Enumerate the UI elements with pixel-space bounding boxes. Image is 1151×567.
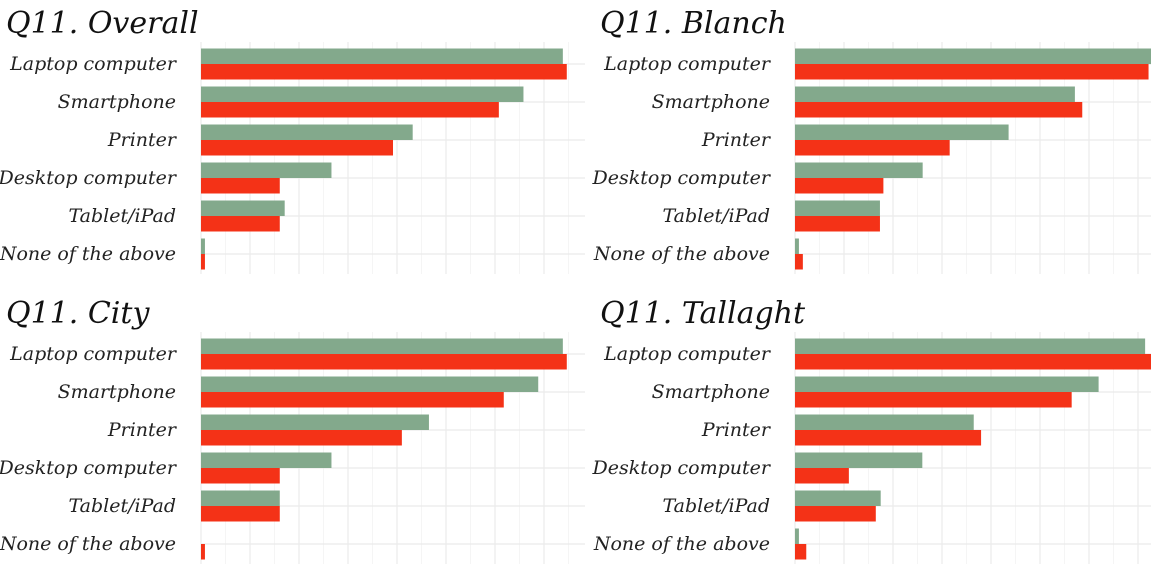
bar-series-a [795,162,923,178]
category-label: Desktop computer [0,457,178,479]
bar-series-a [795,238,799,254]
bar-series-b [201,216,280,232]
bar-series-b [795,216,880,232]
category-label: Smartphone [58,381,176,403]
bar-series-b [201,140,393,156]
bar-series-b [795,468,849,484]
category-label: None of the above [593,533,770,555]
chart-panel: Laptop computer Smartphone Printer Desktop … [592,6,1151,274]
category-label: None of the above [0,533,176,555]
bar-series-b [795,140,950,156]
bar-series-a [795,338,1146,354]
category-label: Laptop computer [9,343,178,365]
bar-series-b [795,102,1083,118]
category-label: Laptop computer [603,343,772,365]
bar-series-b [795,430,982,446]
panel-title: Q11. Blanch [600,6,787,41]
category-label: Tablet/iPad [662,495,770,517]
category-label: None of the above [0,243,176,265]
bar-series-a [795,528,799,544]
bar-series-b [795,392,1072,408]
bar-series-a [201,238,205,254]
bar-series-a [201,48,563,64]
bar-series-b [201,102,499,118]
chart-panel: Laptop computer Smartphone Printer Desktop … [0,6,585,274]
category-label: Laptop computer [9,53,178,75]
bar-series-b [795,506,876,522]
bar-series-a [795,86,1075,102]
bar-series-a [795,490,881,506]
panel-title: Q11. City [6,296,150,331]
bar-series-a [795,200,880,216]
bar-series-b [201,254,205,270]
bar-series-a [201,490,280,506]
chart-panel: Laptop computer Smartphone Printer Desktop … [0,296,585,564]
bar-series-b [201,506,280,522]
category-label: Tablet/iPad [662,205,770,227]
category-label: Printer [701,419,772,441]
category-label: Desktop computer [592,457,772,479]
panel-title: Q11. Tallaght [600,296,806,331]
bar-series-b [795,544,807,560]
bar-series-b [201,392,504,408]
bar-series-b [795,64,1149,80]
bar-series-a [201,200,285,216]
bar-series-b [795,178,884,194]
bar-series-b [201,468,280,484]
bar-series-b [795,254,803,270]
bar-series-a [201,338,563,354]
bar-series-a [201,452,332,468]
category-label: Desktop computer [592,167,772,189]
bar-series-a [795,376,1099,392]
bar-series-a [795,48,1151,64]
category-label: Tablet/iPad [68,495,176,517]
bar-series-a [795,452,923,468]
bar-series-b [201,64,567,80]
category-label: Smartphone [652,381,770,403]
panel-title: Q11. Overall [6,6,199,41]
category-label: Smartphone [652,91,770,113]
bar-series-a [795,414,974,430]
bar-series-a [201,376,539,392]
bar-series-b [201,178,280,194]
category-label: None of the above [593,243,770,265]
category-label: Tablet/iPad [68,205,176,227]
category-label: Printer [107,129,178,151]
category-label: Laptop computer [603,53,772,75]
category-label: Desktop computer [0,167,178,189]
chart-panel: Laptop computer Smartphone Printer Desktop … [592,296,1151,564]
bar-series-a [201,162,332,178]
bar-series-b [201,430,402,446]
bar-series-a [201,124,413,140]
category-label: Smartphone [58,91,176,113]
bar-series-b [795,354,1151,370]
bar-series-a [795,124,1009,140]
category-label: Printer [107,419,178,441]
bar-series-b [201,544,205,560]
bar-series-a [201,86,524,102]
bar-series-b [201,354,567,370]
bar-series-a [201,414,429,430]
category-label: Printer [701,129,772,151]
